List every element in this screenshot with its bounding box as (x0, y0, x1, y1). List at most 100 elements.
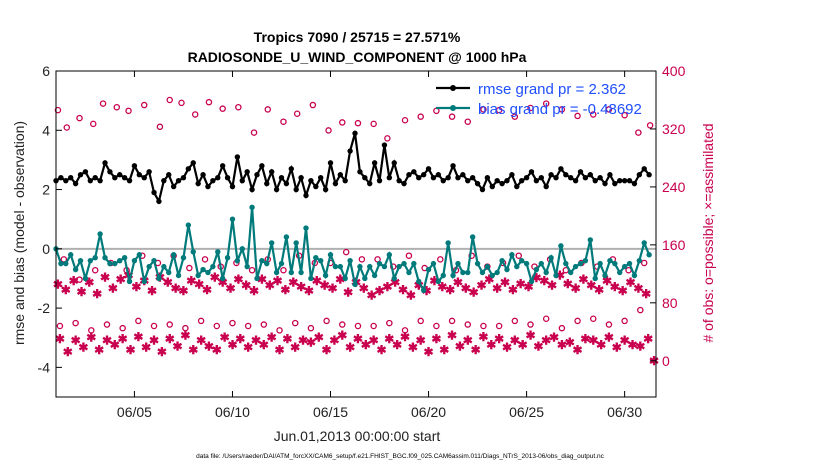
assimilated-obs-marker: ✱ (486, 338, 496, 352)
bias-point (362, 275, 368, 282)
rmse-point (337, 172, 344, 178)
possible-obs-marker (76, 114, 83, 122)
rmse-point (175, 177, 182, 184)
bias-point (175, 272, 182, 279)
assimilated-obs-marker: ✱ (508, 283, 518, 297)
rmse-point (425, 166, 432, 172)
bias-point (425, 266, 432, 273)
possible-obs-marker (135, 317, 142, 325)
bias-point (141, 278, 147, 285)
rmse-point (533, 177, 540, 184)
possible-obs-marker (401, 117, 409, 124)
assimilated-obs-marker: ✱ (525, 328, 535, 342)
possible-obs-marker (358, 256, 366, 263)
possible-obs-marker (527, 104, 534, 112)
assimilated-obs-marker: ✱ (343, 286, 353, 300)
bias-point (455, 260, 461, 267)
bias-point (420, 287, 427, 294)
assimilated-obs-marker: ✱ (102, 333, 112, 347)
bias-point (401, 260, 407, 267)
rmse-point (215, 174, 221, 181)
assimilated-obs-marker: ✱ (408, 341, 418, 355)
assimilated-obs-marker: ✱ (296, 280, 306, 294)
assimilated-obs-marker: ✱ (461, 281, 471, 295)
rmse-point (156, 198, 162, 205)
rmse-point (219, 163, 226, 169)
possible-obs-marker (417, 113, 424, 120)
possible-obs-marker (72, 319, 79, 327)
legend-marker-bias (450, 105, 456, 111)
assimilated-obs-marker: ✱ (429, 274, 439, 288)
bias-point (352, 281, 358, 288)
assimilated-obs-marker: ✱ (437, 280, 447, 294)
assimilated-obs-marker: ✱ (573, 343, 583, 357)
assimilated-obs-marker: ✱ (53, 278, 63, 292)
possible-obs-marker (219, 105, 226, 112)
assimilated-obs-marker: ✱ (233, 273, 243, 287)
assimilated-obs-marker: ✱ (274, 343, 284, 357)
bias-point (278, 260, 285, 267)
assimilated-obs-marker: ✱ (320, 278, 330, 292)
bias-point (504, 266, 510, 273)
assimilated-obs-marker: ✱ (131, 280, 141, 294)
rmse-point (523, 174, 530, 181)
assimilated-obs-marker: ✱ (125, 343, 135, 357)
bias-point (131, 257, 138, 264)
rmse-point (597, 174, 603, 181)
assimilated-obs-marker: ✱ (100, 270, 110, 284)
bias-point (617, 269, 623, 276)
rmse-point (518, 177, 525, 184)
rmse-point (626, 177, 633, 184)
assimilated-obs-marker: ✱ (398, 283, 408, 297)
rmse-point (190, 160, 196, 166)
rmse-point (58, 174, 64, 181)
possible-obs-marker (125, 107, 132, 115)
possible-obs-marker (386, 319, 393, 327)
possible-obs-marker (464, 321, 472, 328)
bias-point (342, 275, 348, 282)
bias-point (170, 252, 177, 258)
assimilated-obs-marker: ✱ (618, 284, 628, 298)
bias-point (577, 260, 584, 267)
possible-obs-marker (178, 99, 185, 107)
rmse-point (396, 177, 402, 184)
assimilated-obs-marker: ✱ (337, 328, 347, 342)
possible-obs-marker (515, 252, 522, 259)
possible-obs-marker (248, 266, 256, 274)
bias-point (484, 263, 491, 270)
assimilated-obs-marker: ✱ (218, 276, 228, 290)
possible-obs-marker (113, 103, 121, 111)
assimilated-obs-marker: ✱ (259, 338, 269, 352)
bias-point (151, 257, 157, 264)
rmse-point (126, 177, 133, 184)
rmse-point (367, 180, 373, 187)
bias-point (572, 263, 579, 270)
bias-point (92, 255, 98, 261)
bias-point (386, 252, 393, 258)
chart-title: Tropics 7090 / 25715 = 27.571% (254, 29, 461, 45)
bias-point (239, 246, 245, 252)
rmse-point (283, 180, 290, 187)
rmse-point (170, 183, 177, 190)
assimilated-obs-marker: ✱ (374, 284, 384, 298)
assimilated-obs-marker: ✱ (557, 338, 567, 352)
assimilated-obs-marker: ✱ (69, 274, 79, 288)
bias-point (87, 257, 94, 264)
rmse-point (440, 177, 446, 184)
assimilated-obs-marker: ✱ (116, 273, 126, 287)
assimilated-obs-marker: ✱ (212, 343, 222, 357)
bias-point (308, 275, 314, 282)
assimilated-obs-marker: ✱ (235, 332, 245, 346)
rmse-point (303, 192, 309, 199)
bias-point (249, 204, 255, 211)
possible-obs-marker (354, 322, 362, 330)
rmse-point (82, 169, 89, 175)
assimilated-obs-marker: ✱ (322, 343, 332, 357)
bias-point (283, 234, 290, 240)
possible-obs-marker (417, 317, 424, 325)
possible-obs-marker (590, 315, 597, 323)
assimilated-obs-marker: ✱ (596, 338, 606, 352)
axes: 6 4 2 0 -2 -4 400 320 240 160 80 0 06/05 06/10 06/15 06… (38, 63, 686, 420)
possible-obs-marker (635, 129, 642, 136)
assimilated-obs-marker: ✱ (110, 338, 120, 352)
